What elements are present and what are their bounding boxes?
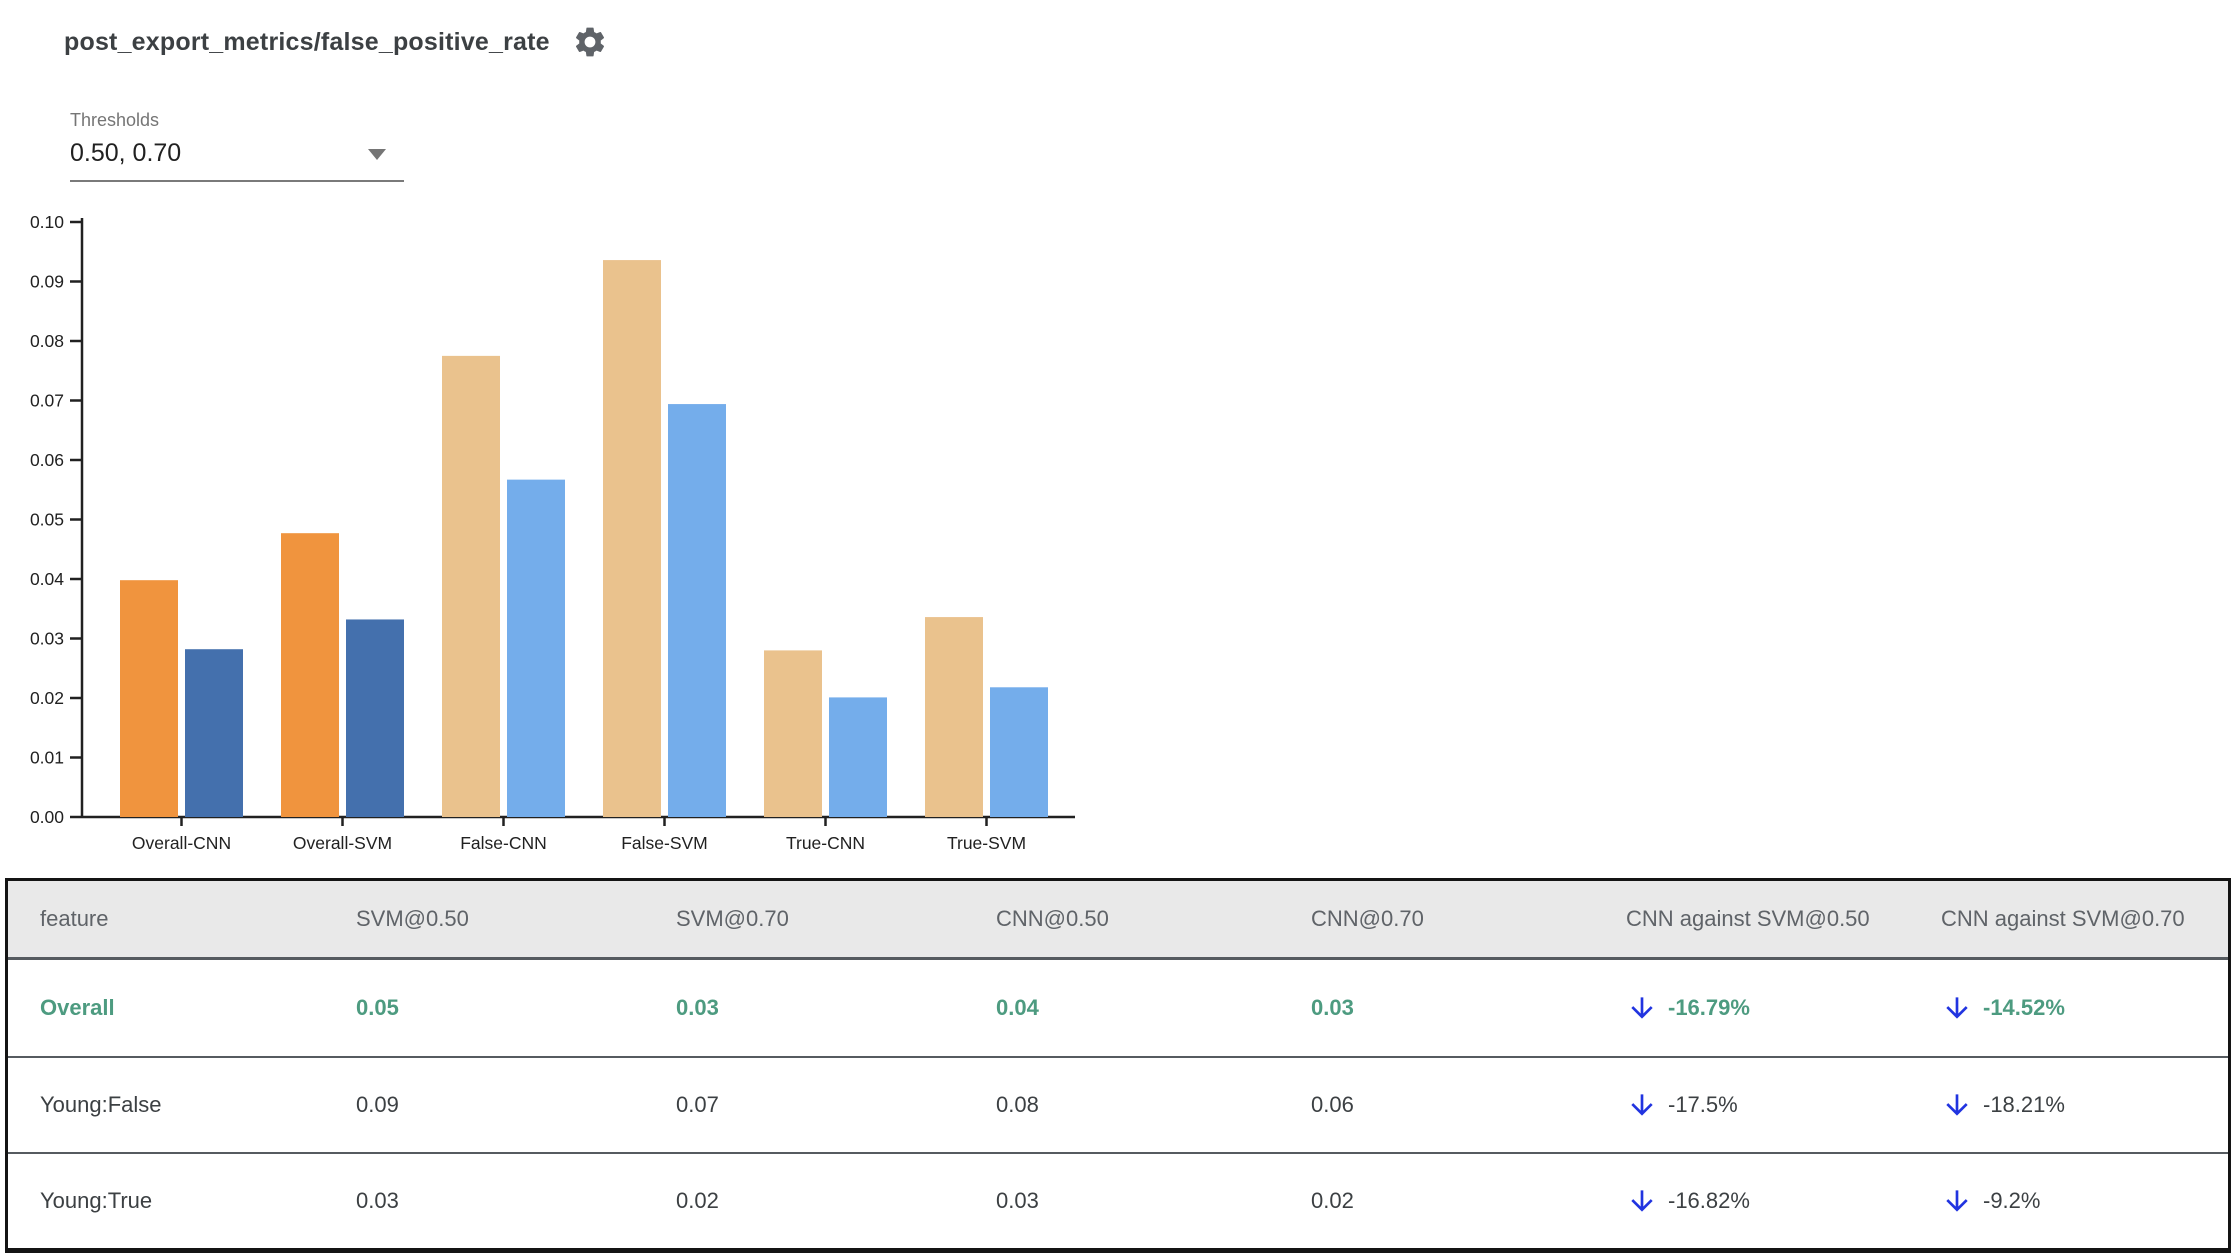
thresholds-label: Thresholds [70, 110, 160, 130]
cell-against-050: -16.79% [1626, 992, 1941, 1024]
y-axis-tick-label: 0.06 [30, 450, 64, 470]
cell-against-050: -17.5% [1626, 1089, 1941, 1121]
bar-False-SVM-threshold-0.50[interactable] [603, 260, 661, 817]
trend-percent: -9.2% [1983, 1188, 2041, 1213]
bar-False-SVM-threshold-0.70[interactable] [668, 404, 726, 817]
cell-feature: Young:False [40, 1092, 162, 1117]
column-header-feature: feature [40, 906, 109, 931]
false-positive-rate-bar-chart: 0.00 0.01 0.02 0.03 0.04 0.05 0.06 0.07 0.08 0.09… [30, 212, 1075, 853]
bar-Overall-CNN-threshold-0.70[interactable] [185, 649, 243, 817]
trend-percent: -16.82% [1668, 1188, 1750, 1213]
cell-cnn-070: 0.03 [1311, 995, 1354, 1020]
thresholds-dropdown[interactable]: Thresholds 0.50, 0.70 [70, 110, 404, 182]
metrics-table: feature SVM@0.50 SVM@0.70 CNN@0.50 CNN@0.70 C… [5, 878, 2231, 1253]
cell-svm-050: 0.05 [356, 995, 399, 1020]
metrics-table-header-row: feature SVM@0.50 SVM@0.70 CNN@0.50 CNN@0.70 C… [8, 881, 2228, 960]
column-header-svm-0-70: SVM@0.70 [676, 906, 789, 931]
bar-Overall-SVM-threshold-0.50[interactable] [281, 533, 339, 817]
bar-Overall-SVM-threshold-0.70[interactable] [346, 619, 404, 817]
cell-against-070: -14.52% [1941, 992, 2228, 1024]
cell-svm-070: 0.07 [676, 1092, 719, 1117]
cell-against-070: -18.21% [1941, 1089, 2228, 1121]
cell-against-050: -16.82% [1626, 1185, 1941, 1217]
y-axis-tick-label: 0.05 [30, 510, 64, 530]
bar-True-CNN-threshold-0.70[interactable] [829, 697, 887, 817]
y-axis-tick-label: 0.10 [30, 212, 64, 232]
table-row-young-false[interactable]: Young:False 0.09 0.07 0.08 0.06 -17.5% -18.21% [8, 1056, 2228, 1152]
column-header-cnn-against-svm-0-70: CNN against SVM@0.70 [1941, 906, 2185, 931]
bar-Overall-CNN-threshold-0.50[interactable] [120, 580, 178, 817]
table-row-young-true[interactable]: Young:True 0.03 0.02 0.03 0.02 -16.82% -9.2% [8, 1152, 2228, 1248]
trend-percent: -18.21% [1983, 1092, 2065, 1117]
column-header-cnn-against-svm-0-50: CNN against SVM@0.50 [1626, 906, 1870, 931]
x-axis-category-label: Overall-CNN [132, 833, 231, 853]
thresholds-value: 0.50, 0.70 [70, 139, 182, 167]
bar-False-CNN-threshold-0.50[interactable] [442, 355, 500, 817]
bar-True-SVM-threshold-0.70[interactable] [990, 687, 1048, 817]
y-axis-tick-label: 0.08 [30, 331, 64, 351]
column-header-svm-0-50: SVM@0.50 [356, 906, 469, 931]
y-axis-tick-label: 0.03 [30, 629, 64, 649]
trend-percent: -14.52% [1983, 995, 2065, 1020]
cell-against-070: -9.2% [1941, 1185, 2228, 1217]
cell-cnn-050: 0.03 [996, 1188, 1039, 1213]
bar-False-CNN-threshold-0.70[interactable] [507, 479, 565, 817]
cell-svm-070: 0.03 [676, 995, 719, 1020]
y-axis-tick-label: 0.07 [30, 391, 64, 411]
x-axis-category-label: True-SVM [947, 833, 1026, 853]
cell-svm-050: 0.03 [356, 1188, 399, 1213]
table-row-overall[interactable]: Overall 0.05 0.03 0.04 0.03 -16.79% -14.52% [8, 960, 2228, 1056]
column-header-cnn-0-50: CNN@0.50 [996, 906, 1109, 931]
arrow-downward-icon [1946, 1190, 1968, 1212]
cell-cnn-070: 0.02 [1311, 1188, 1354, 1213]
cell-cnn-070: 0.06 [1311, 1092, 1354, 1117]
settings-gear-icon[interactable] [572, 24, 608, 60]
arrow-downward-icon [1946, 997, 1968, 1019]
x-axis-category-label: False-CNN [460, 833, 547, 853]
cell-cnn-050: 0.08 [996, 1092, 1039, 1117]
column-header-cnn-0-70: CNN@0.70 [1311, 906, 1424, 931]
cell-cnn-050: 0.04 [996, 995, 1039, 1020]
y-axis-tick-label: 0.04 [30, 569, 64, 589]
cell-svm-050: 0.09 [356, 1092, 399, 1117]
cell-svm-070: 0.02 [676, 1188, 719, 1213]
trend-percent: -16.79% [1668, 995, 1750, 1020]
x-axis-category-label: Overall-SVM [293, 833, 392, 853]
arrow-downward-icon [1946, 1094, 1968, 1116]
x-axis-category-label: True-CNN [786, 833, 865, 853]
cell-feature: Overall [40, 995, 115, 1020]
cell-feature: Young:True [40, 1188, 153, 1213]
bar-True-CNN-threshold-0.50[interactable] [764, 650, 822, 817]
arrow-downward-icon [1631, 1190, 1653, 1212]
trend-percent: -17.5% [1668, 1092, 1738, 1117]
arrow-downward-icon [1631, 1094, 1653, 1116]
arrow-downward-icon [1631, 997, 1653, 1019]
y-axis-tick-label: 0.00 [30, 807, 64, 827]
y-axis-tick-label: 0.09 [30, 272, 64, 292]
metric-header: post_export_metrics/false_positive_rate [64, 24, 608, 60]
y-axis-tick-label: 0.01 [30, 748, 64, 768]
dropdown-caret-icon [368, 149, 386, 160]
bar-True-SVM-threshold-0.50[interactable] [925, 617, 983, 817]
x-axis-category-label: False-SVM [621, 833, 708, 853]
y-axis-tick-label: 0.02 [30, 688, 64, 708]
metric-title: post_export_metrics/false_positive_rate [64, 27, 550, 56]
